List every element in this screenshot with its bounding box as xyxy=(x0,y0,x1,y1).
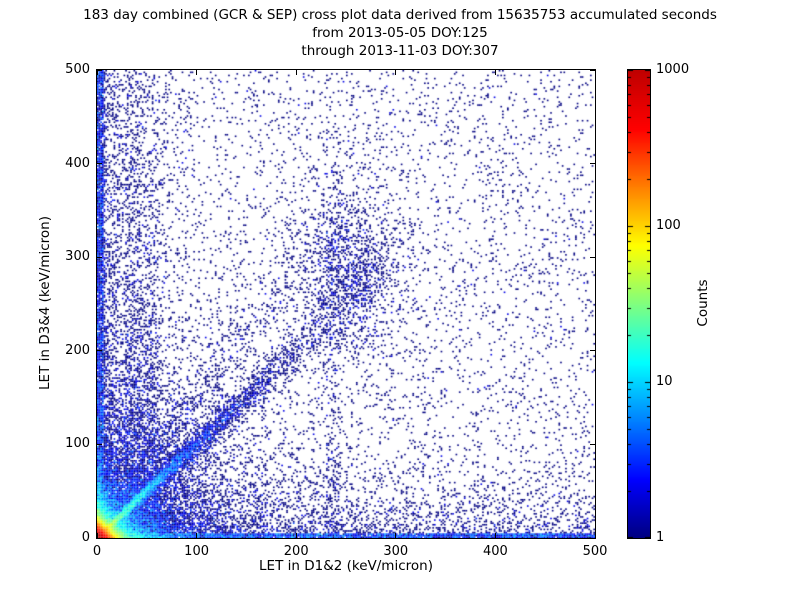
colorbar-tick-label: 100 xyxy=(656,218,681,233)
y-tick-mark xyxy=(590,69,595,71)
x-tick-mark xyxy=(96,533,98,538)
y-tick-mark xyxy=(590,256,595,258)
y-tick-mark xyxy=(97,163,102,165)
y-tick-label: 100 xyxy=(65,436,90,452)
y-tick-label: 300 xyxy=(65,249,90,265)
x-tick-mark xyxy=(594,70,596,75)
title-line-1: 183 day combined (GCR & SEP) cross plot … xyxy=(83,7,717,23)
x-tick-label: 100 xyxy=(184,544,210,559)
x-tick-label: 400 xyxy=(482,544,508,559)
y-tick-label: 200 xyxy=(65,342,90,358)
colorbar xyxy=(627,69,651,539)
x-tick-label: 0 xyxy=(92,544,102,559)
y-tick-label: 500 xyxy=(65,62,90,77)
colorbar-tick-label: 10 xyxy=(656,374,673,389)
x-tick-mark xyxy=(295,70,297,75)
y-tick-mark xyxy=(97,443,102,445)
x-tick-mark xyxy=(196,533,198,538)
colorbar-tick-label: 1000 xyxy=(656,62,690,77)
y-tick-label: 0 xyxy=(81,530,90,545)
x-tick-mark xyxy=(295,533,297,538)
chart-title: 183 day combined (GCR & SEP) cross plot … xyxy=(0,6,800,60)
y-tick-mark xyxy=(97,69,102,71)
title-line-2: from 2013-05-05 DOY:125 xyxy=(312,25,488,41)
x-tick-mark xyxy=(395,70,397,75)
x-tick-mark xyxy=(494,70,496,75)
y-axis-label: LET in D3&4 (keV/micron) xyxy=(37,216,53,390)
x-tick-mark xyxy=(594,533,596,538)
y-tick-mark xyxy=(590,537,595,539)
y-tick-mark xyxy=(97,256,102,258)
y-tick-mark xyxy=(97,537,102,539)
y-tick-mark xyxy=(97,350,102,352)
x-tick-mark xyxy=(494,533,496,538)
y-tick-mark xyxy=(590,163,595,165)
y-tick-mark xyxy=(590,443,595,445)
plot-area xyxy=(96,69,596,539)
title-line-3: through 2013-11-03 DOY:307 xyxy=(301,43,499,59)
x-tick-mark xyxy=(96,70,98,75)
x-tick-mark xyxy=(196,70,198,75)
x-tick-label: 300 xyxy=(383,544,409,559)
colorbar-label: Counts xyxy=(695,279,711,327)
x-tick-mark xyxy=(395,533,397,538)
y-tick-mark xyxy=(590,350,595,352)
colorbar-canvas xyxy=(628,70,650,538)
x-axis-label: LET in D1&2 (keV/micron) xyxy=(259,558,433,574)
scatter-canvas xyxy=(97,70,595,538)
x-tick-label: 500 xyxy=(582,544,608,559)
x-tick-label: 200 xyxy=(283,544,309,559)
y-tick-label: 400 xyxy=(65,155,90,171)
colorbar-tick-label: 1 xyxy=(656,530,665,545)
